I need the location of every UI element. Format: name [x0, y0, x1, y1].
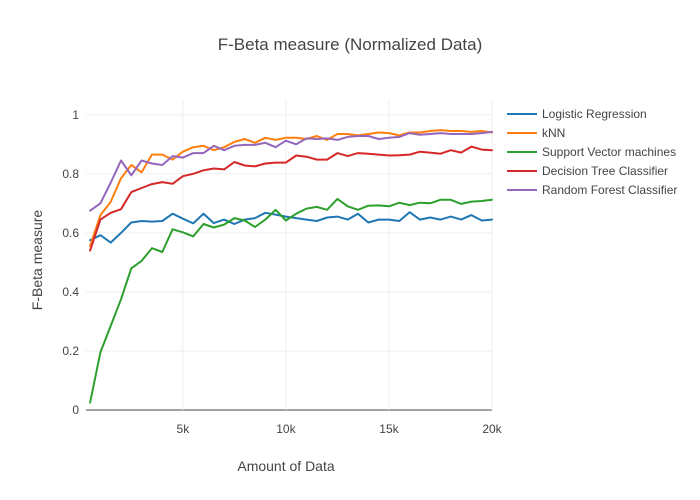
series-line-random-forest-classifier [89, 130, 493, 212]
series-line-knn [89, 129, 493, 248]
series-line-support-vector-machines [89, 197, 493, 404]
y-tick-label: 1 [72, 108, 79, 122]
legend-label-knn: kNN [542, 126, 565, 140]
y-axis-title: F-Beta measure [29, 210, 45, 311]
x-tick-label: 10k [276, 422, 296, 436]
y-tick-label: 0.2 [62, 344, 79, 358]
legend-label-decision-tree-classifier: Decision Tree Classifier [542, 164, 668, 178]
series-line-decision-tree-classifier [89, 145, 493, 252]
legend-label-random-forest-classifier: Random Forest Classifier [542, 183, 677, 197]
x-tick-label: 15k [379, 422, 399, 436]
legend: Logistic Regression kNN Support Vector mac… [507, 107, 677, 197]
y-tick-label: 0.8 [62, 167, 79, 181]
legend-label-support-vector-machines: Support Vector machines [542, 145, 676, 159]
y-tick-label: 0.4 [62, 285, 79, 299]
series-layer [89, 129, 493, 404]
legend-label-logistic-regression: Logistic Regression [542, 107, 647, 121]
y-tick-label: 0.6 [62, 226, 79, 240]
y-tick-label: 0 [72, 403, 79, 417]
x-axis-title: Amount of Data [237, 458, 334, 474]
chart-title: F-Beta measure (Normalized Data) [218, 35, 483, 54]
x-tick-label: 5k [177, 422, 191, 436]
x-tick-label: 20k [482, 422, 502, 436]
